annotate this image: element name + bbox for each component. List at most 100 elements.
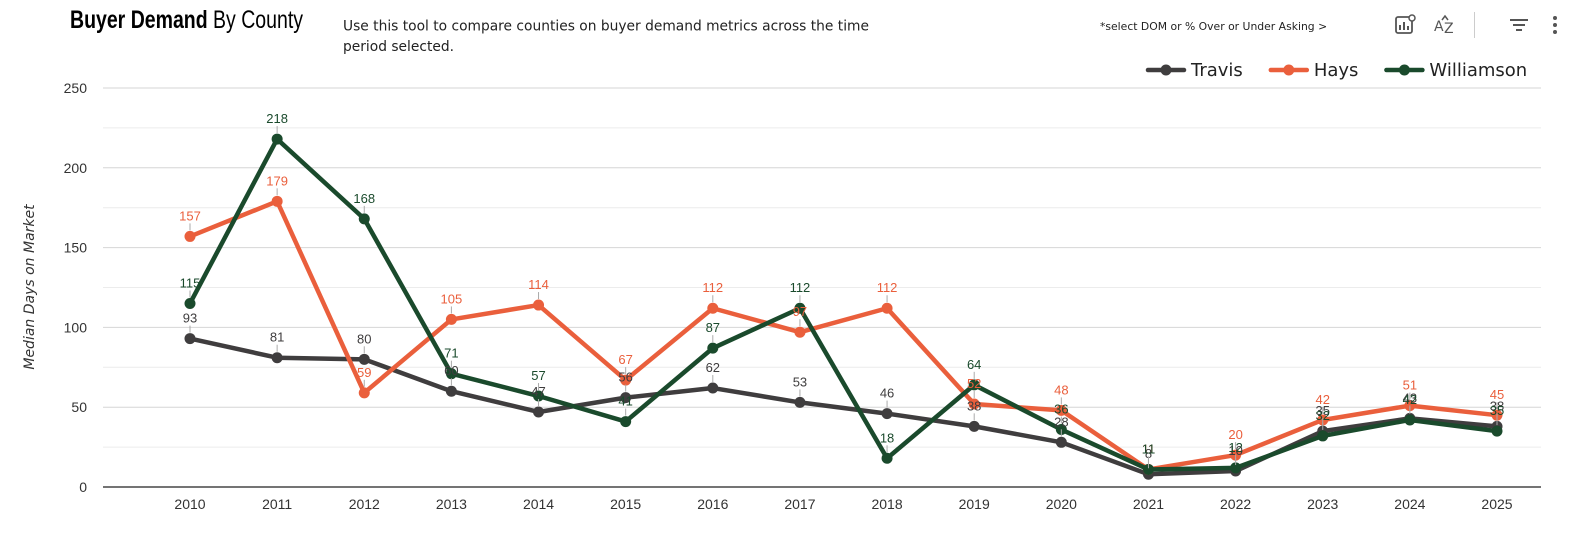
data-point[interactable] <box>533 299 545 311</box>
x-tick-label: 2024 <box>1394 496 1425 512</box>
data-label: 47 <box>531 384 545 399</box>
title-rest: By County <box>207 6 304 34</box>
x-tick-label: 2011 <box>262 496 292 512</box>
data-point[interactable] <box>707 342 719 354</box>
data-label: 20 <box>1228 427 1242 442</box>
more-vertical-icon[interactable] <box>1548 12 1562 38</box>
data-point[interactable] <box>794 326 806 338</box>
data-point[interactable] <box>271 195 283 207</box>
data-point[interactable] <box>881 408 893 420</box>
data-point[interactable] <box>533 390 545 402</box>
data-label: 42 <box>1403 392 1417 407</box>
y-tick-label: 150 <box>64 240 88 256</box>
series-hays <box>184 195 1503 475</box>
data-point[interactable] <box>1230 462 1242 474</box>
data-point[interactable] <box>620 392 632 404</box>
data-label: 11 <box>1142 441 1156 456</box>
x-tick-label: 2014 <box>523 496 554 512</box>
data-label: 46 <box>880 386 894 401</box>
data-point[interactable] <box>358 213 370 225</box>
data-label: 105 <box>441 291 463 306</box>
data-label: 115 <box>180 275 201 290</box>
legend-label: Hays <box>1314 60 1359 81</box>
series-line-williamson <box>187 136 1500 472</box>
data-label: 51 <box>1403 378 1417 393</box>
data-label: 93 <box>183 311 197 326</box>
data-label: 80 <box>357 331 371 346</box>
data-point[interactable] <box>968 420 980 432</box>
data-point[interactable] <box>968 379 980 391</box>
data-point[interactable] <box>1142 463 1154 475</box>
legend-item-travis[interactable]: Travis <box>1145 60 1243 81</box>
x-tick-label: 2025 <box>1481 496 1512 512</box>
legend-marker <box>1283 64 1295 76</box>
chart-insights-icon[interactable] <box>1392 12 1418 38</box>
data-point[interactable] <box>881 452 893 464</box>
data-point[interactable] <box>1055 436 1067 448</box>
data-point[interactable] <box>1404 414 1416 426</box>
x-tick-label: 2022 <box>1220 496 1251 512</box>
filter-icon[interactable] <box>1506 12 1532 38</box>
data-point[interactable] <box>271 352 283 364</box>
toolbar-divider <box>1474 12 1475 38</box>
legend-marker <box>1160 64 1172 76</box>
y-tick-label: 250 <box>64 80 88 96</box>
x-tick-label: 2021 <box>1133 496 1164 512</box>
data-point[interactable] <box>184 333 196 345</box>
data-label: 62 <box>706 360 720 375</box>
data-label: 97 <box>793 304 807 319</box>
data-label: 36 <box>1054 402 1068 417</box>
series-line-travis <box>187 336 1500 477</box>
data-point[interactable] <box>1491 425 1503 437</box>
data-label: 71 <box>444 346 458 361</box>
data-point[interactable] <box>707 302 719 314</box>
data-point[interactable] <box>620 416 632 428</box>
data-point[interactable] <box>184 230 196 242</box>
title-bold: Buyer Demand <box>70 6 208 34</box>
legend-marker <box>1398 64 1410 76</box>
y-axis-title: Median Days on Market <box>22 204 38 370</box>
data-point[interactable] <box>445 385 457 397</box>
svg-text:Z: Z <box>1444 21 1454 36</box>
data-label: 12 <box>1228 440 1242 455</box>
data-point[interactable] <box>271 133 283 145</box>
data-label: 218 <box>266 111 288 126</box>
data-point[interactable] <box>1055 404 1067 416</box>
x-tick-label: 2017 <box>784 496 815 512</box>
page-title: Buyer Demand By County <box>70 6 303 35</box>
data-point[interactable] <box>968 398 980 410</box>
y-tick-label: 0 <box>79 479 87 495</box>
data-label: 168 <box>353 191 375 206</box>
data-label: 38 <box>967 398 981 413</box>
data-point[interactable] <box>620 374 632 386</box>
data-point[interactable] <box>533 406 545 418</box>
data-point[interactable] <box>794 302 806 314</box>
data-point[interactable] <box>358 387 370 399</box>
data-point[interactable] <box>707 382 719 394</box>
y-tick-label: 200 <box>64 160 88 176</box>
data-label: 157 <box>179 208 201 223</box>
data-point[interactable] <box>184 297 196 309</box>
data-point[interactable] <box>1317 430 1329 442</box>
legend-item-williamson[interactable]: Williamson <box>1384 60 1527 81</box>
data-point[interactable] <box>881 302 893 314</box>
x-tick-label: 2013 <box>436 496 467 512</box>
data-label: 48 <box>1054 382 1068 397</box>
data-point[interactable] <box>445 368 457 380</box>
data-label: 56 <box>618 370 632 385</box>
data-label: 53 <box>793 374 807 389</box>
x-tick-label: 2015 <box>610 496 641 512</box>
x-tick-label: 2010 <box>174 496 205 512</box>
x-tick-label: 2020 <box>1046 496 1077 512</box>
grid-layer <box>103 87 1541 488</box>
series-layer <box>184 133 1503 480</box>
series-williamson <box>184 133 1503 475</box>
data-point[interactable] <box>794 396 806 408</box>
data-label: 10 <box>1228 443 1242 458</box>
data-point[interactable] <box>445 313 457 325</box>
data-point[interactable] <box>358 353 370 365</box>
legend-item-hays[interactable]: Hays <box>1268 60 1359 81</box>
